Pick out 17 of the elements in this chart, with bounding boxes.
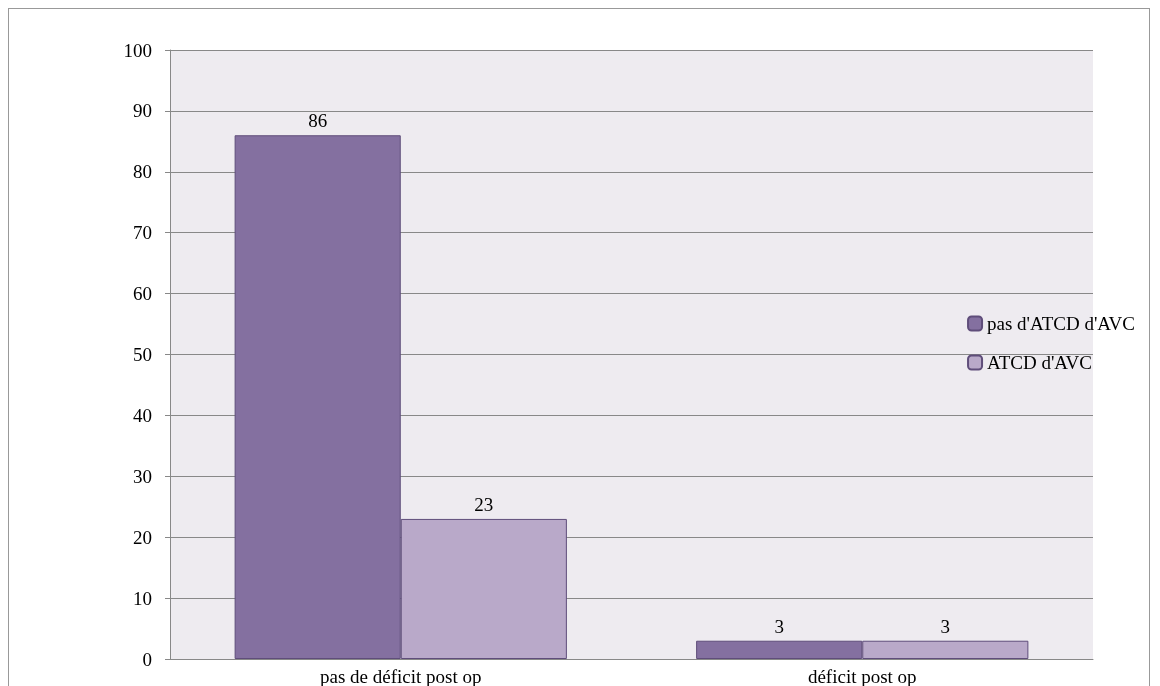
data-label: 3	[940, 615, 951, 637]
y-tick-label: 10	[133, 587, 152, 609]
y-tick-label: 0	[142, 648, 152, 670]
data-label: 3	[774, 615, 784, 637]
y-tick-label: 100	[123, 39, 152, 61]
y-tick-label: 80	[133, 161, 152, 183]
y-tick-label: 20	[133, 526, 152, 548]
y-tick-label: 60	[133, 283, 152, 305]
y-tick-label: 90	[133, 100, 152, 122]
y-tick-label: 40	[133, 404, 152, 426]
y-tick-label: 30	[133, 465, 152, 487]
data-label: 23	[474, 493, 494, 515]
legend-label: pas d'ATCD d'AVC	[987, 313, 1136, 334]
y-tick-label: 50	[133, 344, 152, 365]
data-label: 86	[308, 110, 328, 132]
y-tick-label: 70	[133, 222, 152, 244]
legend-label: ATCD d'AVC	[987, 352, 1093, 373]
